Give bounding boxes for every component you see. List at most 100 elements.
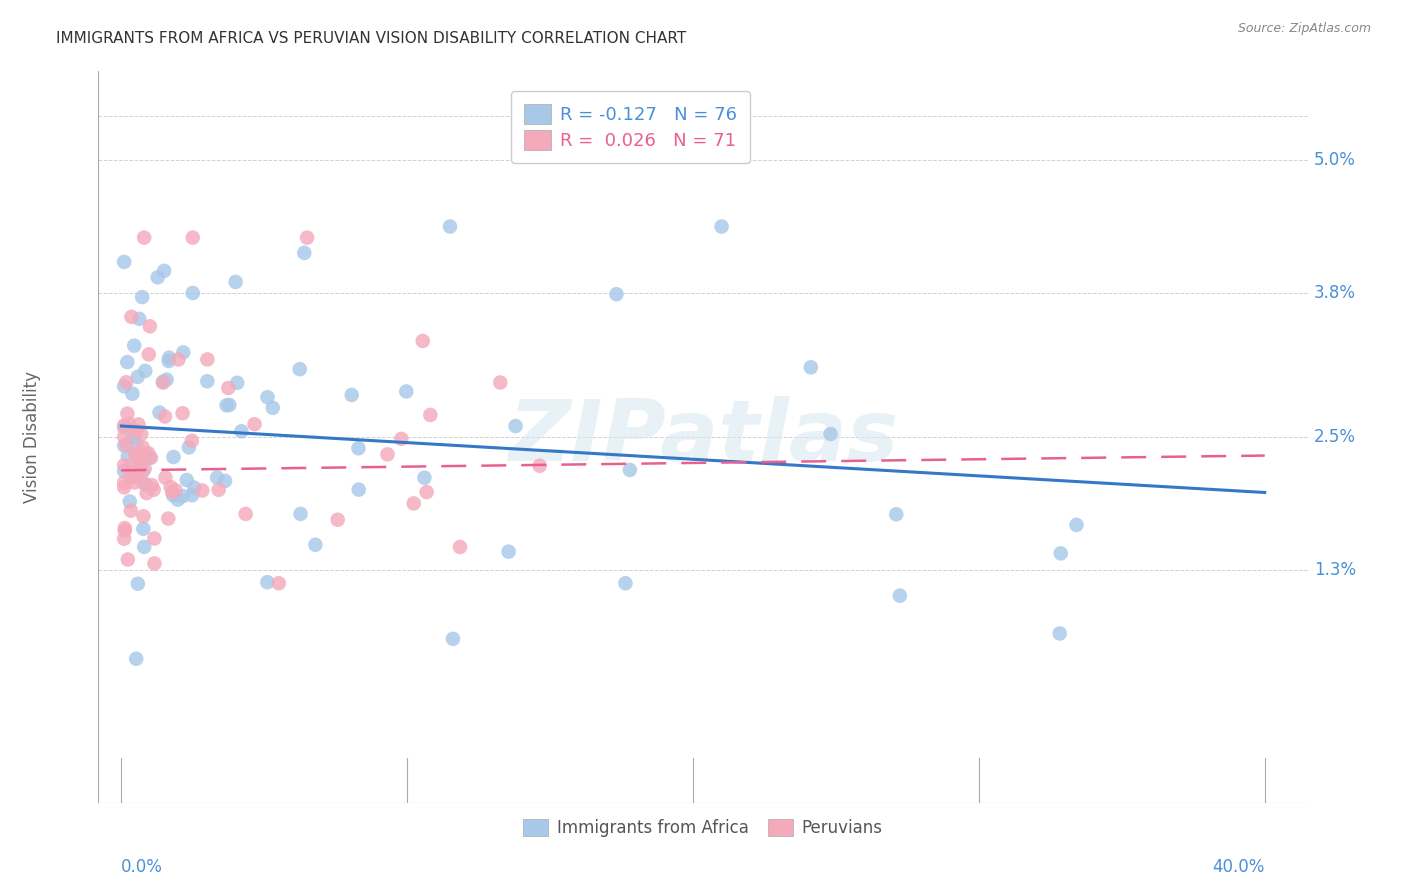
Point xyxy=(292,245,315,260)
Point xyxy=(112,418,135,433)
Point xyxy=(112,532,135,546)
Point xyxy=(112,464,135,478)
Point xyxy=(155,373,177,387)
Point xyxy=(235,507,257,521)
Point xyxy=(167,352,190,367)
Point xyxy=(118,417,141,431)
Point xyxy=(267,576,290,591)
Point xyxy=(153,409,176,424)
Point xyxy=(128,458,150,473)
Point xyxy=(153,264,176,278)
Point xyxy=(132,509,155,524)
Point xyxy=(181,230,204,244)
Point xyxy=(115,438,138,452)
Point xyxy=(347,483,370,497)
Point xyxy=(183,481,205,495)
Point xyxy=(120,503,142,517)
Point xyxy=(441,632,464,646)
Point xyxy=(389,432,412,446)
Point xyxy=(125,470,148,484)
Point xyxy=(288,362,311,376)
Point xyxy=(135,478,157,492)
Point xyxy=(112,379,135,393)
Point xyxy=(340,388,363,402)
Point xyxy=(449,540,471,554)
Point xyxy=(157,351,180,365)
Point xyxy=(112,255,135,269)
Point xyxy=(125,450,148,464)
Point xyxy=(122,430,145,444)
Point xyxy=(125,424,148,438)
Point xyxy=(166,492,188,507)
Text: ZIPatlas: ZIPatlas xyxy=(508,395,898,479)
Text: 3.8%: 3.8% xyxy=(1313,284,1355,302)
Text: 2.5%: 2.5% xyxy=(1313,428,1355,446)
Point xyxy=(208,483,231,497)
Point xyxy=(191,483,214,498)
Point xyxy=(172,489,194,503)
Point xyxy=(710,219,733,234)
Point xyxy=(800,360,823,375)
Point xyxy=(125,651,148,665)
Point xyxy=(1049,546,1071,560)
Point xyxy=(136,446,159,460)
Point xyxy=(129,455,152,469)
Point xyxy=(1049,626,1071,640)
Point xyxy=(214,474,236,488)
Point xyxy=(134,364,156,378)
Point xyxy=(139,319,162,334)
Point xyxy=(135,486,157,500)
Point xyxy=(195,352,218,367)
Point xyxy=(489,376,512,390)
Point xyxy=(120,310,142,324)
Point xyxy=(127,576,149,591)
Point xyxy=(115,376,138,390)
Point xyxy=(498,544,520,558)
Point xyxy=(889,589,911,603)
Text: 5.0%: 5.0% xyxy=(1313,151,1355,169)
Point xyxy=(217,381,239,395)
Point xyxy=(139,450,162,465)
Point xyxy=(152,376,174,390)
Point xyxy=(143,532,166,546)
Point xyxy=(439,219,461,234)
Text: Source: ZipAtlas.com: Source: ZipAtlas.com xyxy=(1237,22,1371,36)
Point xyxy=(134,461,156,475)
Text: IMMIGRANTS FROM AFRICA VS PERUVIAN VISION DISABILITY CORRELATION CHART: IMMIGRANTS FROM AFRICA VS PERUVIAN VISIO… xyxy=(56,31,686,46)
Point xyxy=(127,369,149,384)
Point xyxy=(820,427,842,442)
Point xyxy=(1066,517,1088,532)
Point xyxy=(114,524,136,538)
Point xyxy=(304,538,326,552)
Point xyxy=(412,334,434,348)
Point xyxy=(529,458,551,473)
Point xyxy=(112,420,135,434)
Text: 0.0%: 0.0% xyxy=(121,858,163,876)
Point xyxy=(347,441,370,455)
Point xyxy=(127,417,149,432)
Point xyxy=(142,483,165,497)
Point xyxy=(605,287,627,301)
Point xyxy=(172,345,194,359)
Point xyxy=(138,347,160,361)
Point xyxy=(141,478,163,492)
Point xyxy=(176,473,198,487)
Point xyxy=(256,575,278,590)
Point xyxy=(132,522,155,536)
Point xyxy=(377,447,399,461)
Point xyxy=(134,230,156,244)
Point xyxy=(120,471,142,485)
Point xyxy=(112,475,135,490)
Point xyxy=(122,466,145,480)
Point xyxy=(152,375,174,389)
Point xyxy=(155,470,177,484)
Point xyxy=(131,290,153,304)
Point xyxy=(215,398,238,412)
Point xyxy=(132,475,155,490)
Point xyxy=(195,374,218,388)
Point xyxy=(124,475,146,490)
Text: Vision Disability: Vision Disability xyxy=(22,371,41,503)
Point xyxy=(243,417,266,432)
Point xyxy=(614,576,637,591)
Point xyxy=(135,447,157,461)
